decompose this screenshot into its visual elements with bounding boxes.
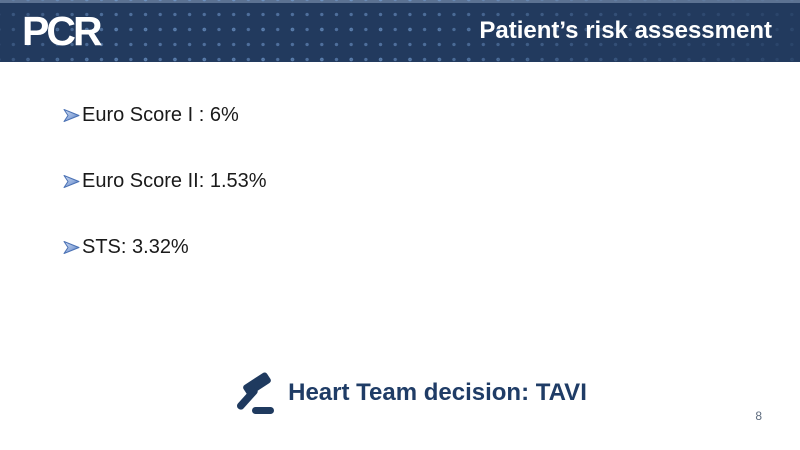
pcr-logo: PCR bbox=[22, 7, 103, 54]
bullet-text: STS: 3.32% bbox=[82, 236, 189, 258]
arrowhead-bullet-icon bbox=[63, 241, 80, 254]
list-item: STS: 3.32% bbox=[63, 235, 800, 260]
list-item: Euro Score II: 1.53% bbox=[63, 169, 800, 194]
gavel-icon bbox=[237, 372, 275, 414]
list-item: Euro Score I : 6% bbox=[63, 103, 800, 128]
arrowhead-bullet-icon bbox=[63, 109, 80, 122]
bullet-text: Euro Score II: 1.53% bbox=[82, 170, 267, 192]
page-number: 8 bbox=[755, 409, 762, 423]
arrowhead-bullet-icon bbox=[63, 175, 80, 188]
slide-title: Patient’s risk assessment bbox=[479, 17, 772, 44]
decision-line: Heart Team decision: TAVI bbox=[0, 370, 800, 416]
risk-score-list: Euro Score I : 6% Euro Score II: 1.53% S… bbox=[0, 62, 800, 260]
header-bar: PCR Patient’s risk assessment bbox=[0, 0, 800, 62]
decision-text: Heart Team decision: TAVI bbox=[288, 379, 587, 406]
bullet-text: Euro Score I : 6% bbox=[82, 104, 239, 126]
